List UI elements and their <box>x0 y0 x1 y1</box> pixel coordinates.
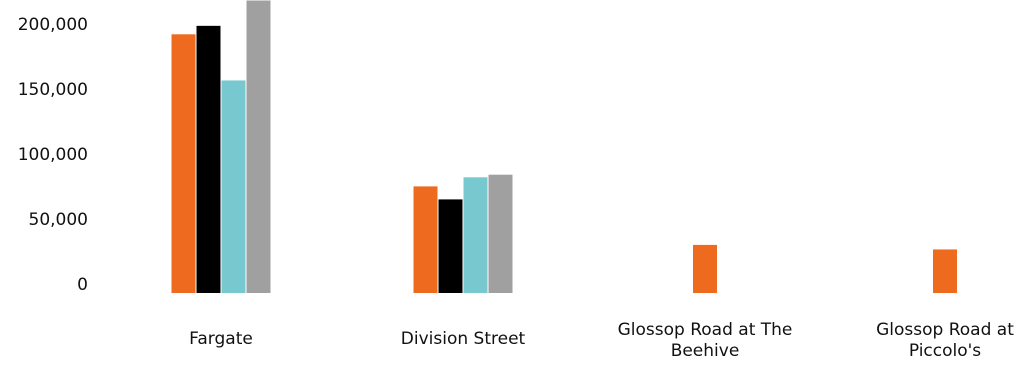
bar <box>413 186 438 293</box>
y-tick-label: 100,000 <box>18 145 88 165</box>
bar <box>488 174 513 293</box>
bars <box>171 0 957 294</box>
y-tick-label: 50,000 <box>29 210 88 230</box>
x-category-label-line: Division Street <box>401 329 526 349</box>
bar <box>246 0 271 293</box>
x-category-label-line: Beehive <box>671 341 740 361</box>
x-category-label: Fargate <box>189 329 253 349</box>
x-category-label-line: Glossop Road at The <box>618 320 793 340</box>
x-category-label: Glossop Road at Piccolo's <box>876 320 1014 361</box>
y-tick-label: 150,000 <box>18 80 88 100</box>
bar <box>693 244 717 293</box>
x-category-label: Glossop Road at The Beehive <box>618 320 793 361</box>
y-tick-label: 200,000 <box>18 15 88 35</box>
y-tick-label: 0 <box>77 275 88 295</box>
bar <box>933 249 957 293</box>
bar <box>171 34 196 294</box>
bar <box>221 80 246 293</box>
x-category-label-line: Piccolo's <box>909 341 981 361</box>
x-category-label-line: Glossop Road at <box>876 320 1014 340</box>
y-axis: 0 50,000 100,000 150,000 200,000 <box>18 15 88 295</box>
bar <box>196 25 221 293</box>
x-category-label-line: Fargate <box>189 329 253 349</box>
bar <box>438 199 463 293</box>
x-axis: Fargate Division Street Glossop Road at Th… <box>189 320 1014 361</box>
x-category-label: Division Street <box>401 329 526 349</box>
bar <box>463 177 488 293</box>
